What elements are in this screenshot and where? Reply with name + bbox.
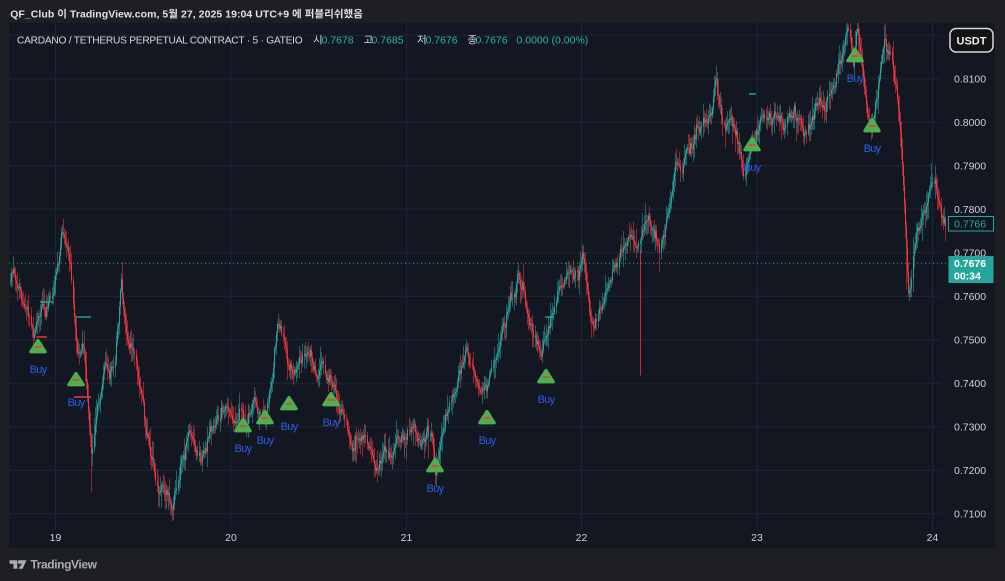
svg-text:23: 23: [751, 532, 763, 544]
svg-text:Buy: Buy: [427, 483, 445, 495]
svg-text:0.7800: 0.7800: [954, 204, 986, 216]
svg-text:0.7900: 0.7900: [954, 161, 986, 173]
svg-text:0.7100: 0.7100: [954, 509, 986, 521]
svg-text:Buy: Buy: [538, 394, 556, 406]
svg-text:0.7676: 0.7676: [954, 258, 986, 270]
svg-text:0.8000: 0.8000: [954, 117, 986, 129]
svg-text:0.7678: 0.7678: [322, 35, 354, 47]
svg-text:TradingView.com, 5: TradingView.com, 5: [67, 9, 168, 21]
svg-text:0.7300: 0.7300: [954, 422, 986, 434]
svg-text:0.7600: 0.7600: [954, 291, 986, 303]
svg-text:0.7400: 0.7400: [954, 378, 986, 390]
svg-text:QF_Club: QF_Club: [10, 9, 57, 21]
svg-text:Buy: Buy: [479, 435, 497, 447]
svg-text:20: 20: [225, 532, 237, 544]
svg-text:0.7766: 0.7766: [954, 219, 986, 231]
svg-text:0.7685: 0.7685: [372, 35, 404, 47]
svg-text:0.7200: 0.7200: [954, 465, 986, 477]
svg-text:22: 22: [576, 532, 588, 544]
svg-text:USDT: USDT: [957, 36, 987, 48]
svg-text:Buy: Buy: [864, 143, 882, 155]
svg-text:24: 24: [927, 532, 939, 544]
svg-text:Buy: Buy: [68, 397, 86, 409]
svg-text:0.7676: 0.7676: [426, 35, 458, 47]
svg-text:19: 19: [50, 532, 62, 544]
svg-text:TradingView: TradingView: [31, 558, 98, 572]
svg-text:Buy: Buy: [281, 421, 299, 433]
svg-text:CARDANO / TETHERUS PERPETUAL C: CARDANO / TETHERUS PERPETUAL CONTRACT · …: [17, 36, 303, 47]
svg-text:0.7500: 0.7500: [954, 335, 986, 347]
svg-text:Buy: Buy: [323, 417, 341, 429]
svg-text:Buy: Buy: [30, 364, 48, 376]
svg-text:Buy: Buy: [235, 443, 253, 455]
svg-text:Buy: Buy: [257, 435, 275, 447]
svg-text:Buy: Buy: [744, 162, 762, 174]
svg-text:00:34: 00:34: [954, 271, 981, 283]
svg-text:21: 21: [401, 532, 413, 544]
svg-text:0.0000 (0.00%): 0.0000 (0.00%): [517, 35, 589, 47]
svg-text:Buy: Buy: [847, 73, 865, 85]
svg-text:0.7676: 0.7676: [476, 35, 508, 47]
svg-text:27, 2025 19:04 UTC+9: 27, 2025 19:04 UTC+9: [178, 9, 292, 21]
svg-text:0.8100: 0.8100: [954, 74, 986, 86]
